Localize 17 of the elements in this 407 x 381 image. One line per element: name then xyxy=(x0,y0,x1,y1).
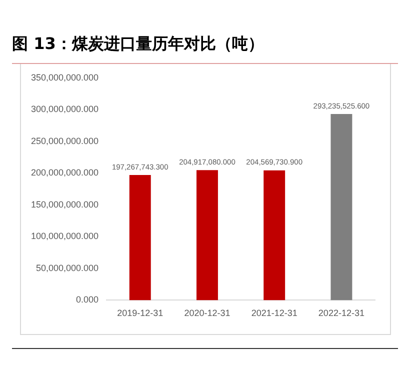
y-tick-label: 50,000,000.000 xyxy=(36,262,99,273)
x-tick-label: 2021-12-31 xyxy=(251,308,298,318)
y-tick-label: 200,000,000.000 xyxy=(30,168,99,178)
y-tick-label: 300,000,000.000 xyxy=(30,104,99,114)
bar xyxy=(129,174,151,300)
y-tick-label: 350,000,000.000 xyxy=(30,72,99,82)
chart-title: 图 13：煤炭进口量历年对比（吨） xyxy=(12,34,264,55)
y-tick-label: 150,000,000.000 xyxy=(30,199,99,210)
bar xyxy=(330,114,352,300)
x-tick-label: 2020-12-31 xyxy=(184,308,230,318)
bar xyxy=(264,170,286,300)
x-tick-label: 2022-12-31 xyxy=(318,308,364,318)
bar xyxy=(196,170,218,300)
y-tick-label: 250,000,000.000 xyxy=(30,136,99,146)
x-tick-label: 2019-12-31 xyxy=(117,308,164,318)
y-tick-label: 100,000,000.000 xyxy=(30,231,99,242)
y-tick-label: 0.000 xyxy=(76,294,99,305)
